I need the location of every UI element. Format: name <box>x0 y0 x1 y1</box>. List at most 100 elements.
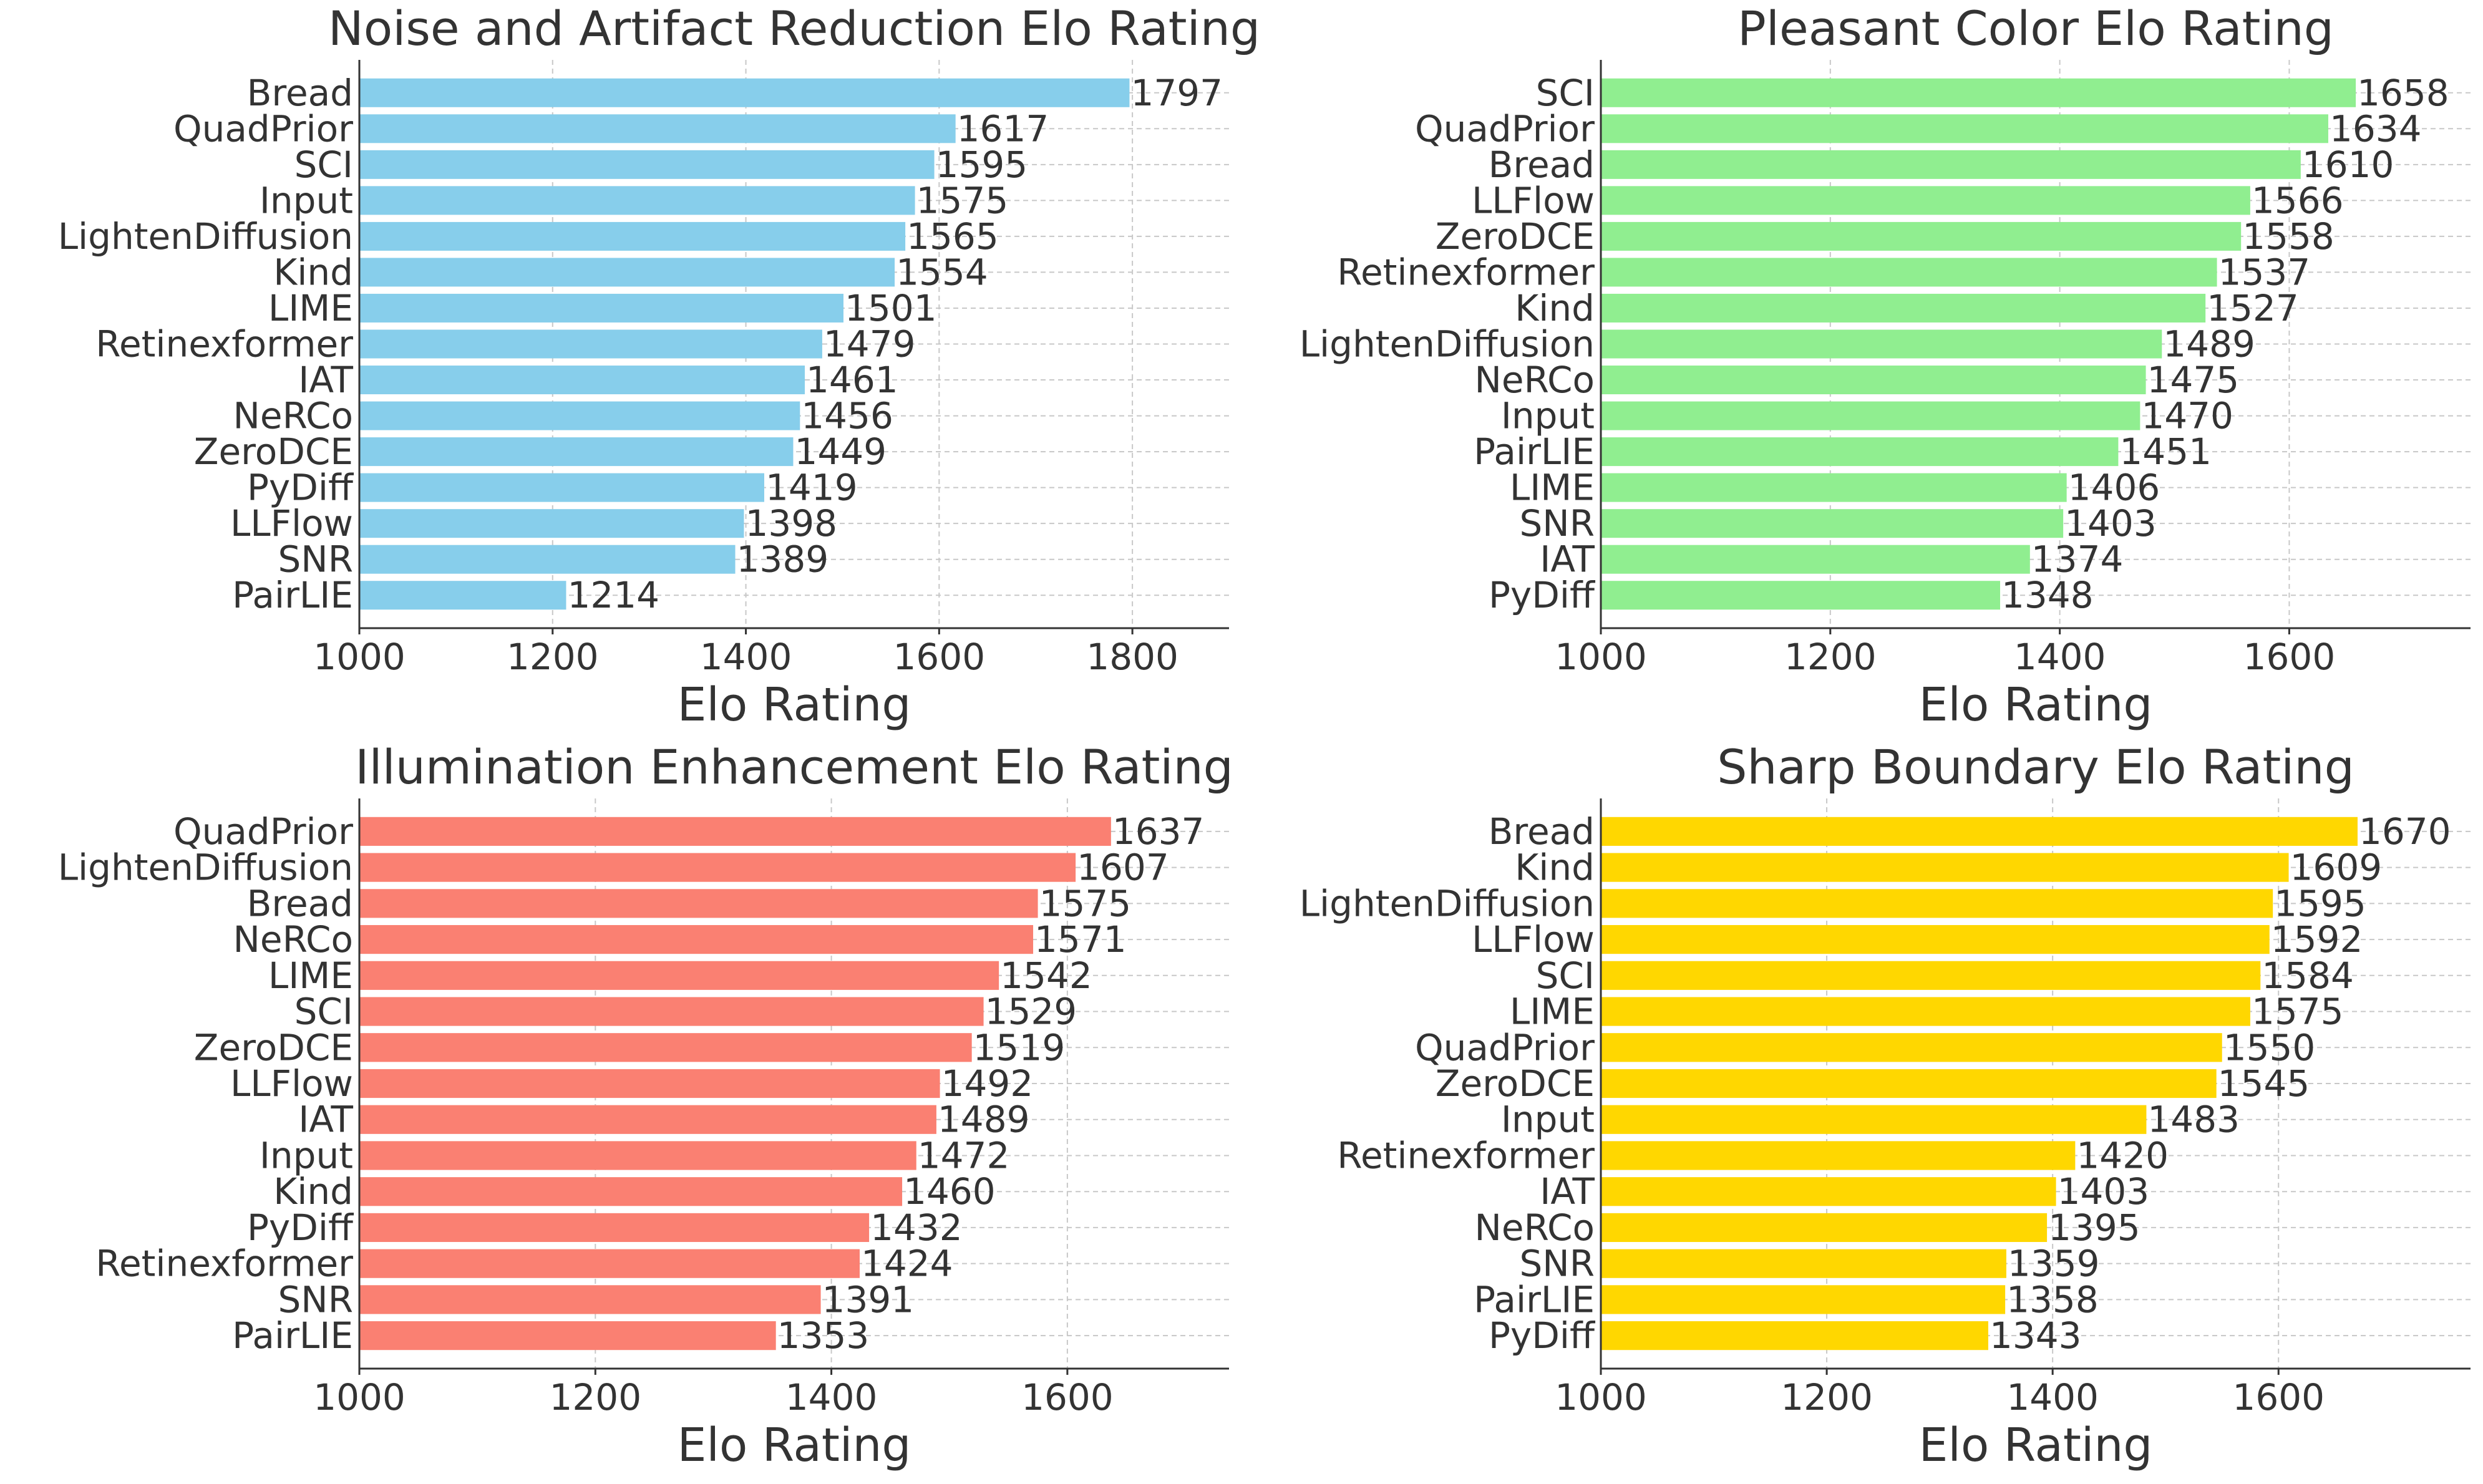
category-label: PairLIE <box>1474 430 1595 473</box>
category-label: PairLIE <box>1474 1278 1595 1321</box>
bar <box>1601 509 2064 538</box>
value-label: 1609 <box>2290 846 2383 889</box>
category-label: Retinexformer <box>95 1243 353 1285</box>
value-label: 1398 <box>745 502 837 545</box>
bar <box>359 817 1111 846</box>
category-label: Input <box>1501 1098 1595 1141</box>
category-label: LIME <box>1510 991 1595 1033</box>
chart-title: Noise and Artifact Reduction Elo Rating <box>328 1 1260 56</box>
value-label: 1658 <box>2357 72 2449 114</box>
value-label: 1456 <box>801 395 893 437</box>
value-label: 1403 <box>2064 502 2157 545</box>
value-label: 1374 <box>2031 538 2124 581</box>
category-label: SNR <box>278 1278 353 1321</box>
bar <box>1601 186 2250 215</box>
value-label: 1529 <box>985 991 1077 1033</box>
category-label: NeRCo <box>233 918 353 961</box>
value-label: 1420 <box>2076 1134 2169 1176</box>
bar <box>1601 329 2162 359</box>
bar <box>1601 889 2273 918</box>
bar <box>359 258 895 287</box>
value-label: 1542 <box>1000 954 1092 997</box>
category-label: LLFlow <box>1472 918 1595 961</box>
category-label: IAT <box>1540 538 1595 581</box>
category-label: Input <box>1501 395 1595 437</box>
bar <box>1601 545 2030 574</box>
bar <box>359 1177 903 1206</box>
x-axis-label: Elo Rating <box>678 1419 911 1472</box>
category-label: QuadPrior <box>173 810 353 853</box>
bar <box>359 329 822 359</box>
chart-title: Illumination Enhancement Elo Rating <box>355 739 1233 795</box>
x-tick-label: 1200 <box>1781 1376 1873 1419</box>
bar <box>359 366 805 395</box>
category-label: SNR <box>1519 502 1595 545</box>
category-label: PyDiff <box>1489 574 1596 616</box>
x-axis-label: Elo Rating <box>1919 1419 2153 1472</box>
category-label: LLFlow <box>230 1062 353 1105</box>
value-label: 1353 <box>777 1314 870 1357</box>
value-label: 1406 <box>2068 467 2160 509</box>
category-label: Retinexformer <box>1337 251 1595 293</box>
value-label: 1451 <box>2119 430 2212 473</box>
bar <box>1601 114 2328 143</box>
value-label: 1634 <box>2330 107 2422 150</box>
category-label: LightenDiffusion <box>1300 323 1595 366</box>
bar <box>359 186 915 215</box>
value-label: 1592 <box>2271 918 2363 961</box>
bar <box>1601 1249 2006 1278</box>
value-label: 1475 <box>2147 359 2240 401</box>
category-label: Input <box>260 1134 353 1176</box>
category-label: PyDiff <box>1489 1314 1596 1357</box>
category-label: LightenDiffusion <box>1300 882 1595 924</box>
value-label: 1670 <box>2359 810 2451 853</box>
value-label: 1565 <box>906 215 999 258</box>
x-axis-label: Elo Rating <box>1919 678 2153 732</box>
category-label: NeRCo <box>1475 359 1595 401</box>
category-label: QuadPrior <box>1415 107 1595 150</box>
category-label: Retinexformer <box>1337 1134 1595 1176</box>
x-tick-label: 1600 <box>893 636 986 678</box>
value-label: 1359 <box>2008 1243 2100 1285</box>
x-tick-label: 1000 <box>1555 1376 1647 1419</box>
bar <box>359 437 794 467</box>
category-label: PyDiff <box>247 467 354 509</box>
category-label: LIME <box>268 287 353 329</box>
bar <box>1601 437 2119 467</box>
value-label: 1424 <box>861 1243 953 1285</box>
x-tick-label: 1200 <box>507 636 599 678</box>
bar <box>1601 221 2242 251</box>
category-label: QuadPrior <box>173 107 353 150</box>
value-label: 1558 <box>2242 215 2335 258</box>
value-label: 1214 <box>567 574 659 616</box>
chart-panel-3: QuadPrior 1637 LightenDiffusion 1607 Bread 15… <box>58 739 1233 1472</box>
bar <box>1601 817 2358 846</box>
value-label: 1519 <box>973 1026 1066 1069</box>
value-label: 1449 <box>794 430 887 473</box>
category-label: SNR <box>1519 1243 1595 1285</box>
value-label: 1391 <box>822 1278 915 1321</box>
x-tick-label: 1200 <box>549 1376 641 1419</box>
category-label: Bread <box>1489 810 1595 853</box>
value-label: 1348 <box>2001 574 2094 616</box>
value-label: 1483 <box>2147 1098 2240 1141</box>
value-label: 1575 <box>1039 882 1132 924</box>
value-label: 1489 <box>938 1098 1030 1141</box>
category-label: ZeroDCE <box>194 1026 353 1069</box>
value-label: 1637 <box>1112 810 1205 853</box>
bar <box>359 581 566 610</box>
category-label: IAT <box>298 1098 353 1141</box>
bar <box>359 1321 776 1351</box>
bar <box>359 1105 936 1134</box>
bar <box>1601 1069 2217 1098</box>
value-label: 1566 <box>2252 179 2344 221</box>
x-tick-label: 1200 <box>1784 636 1877 678</box>
value-label: 1492 <box>941 1062 1034 1105</box>
bar <box>1601 293 2206 323</box>
bar <box>359 473 764 502</box>
bar <box>359 889 1038 918</box>
bar <box>1601 366 2146 395</box>
category-label: Kind <box>273 251 353 293</box>
category-label: PairLIE <box>232 1314 353 1357</box>
category-label: QuadPrior <box>1415 1026 1595 1069</box>
